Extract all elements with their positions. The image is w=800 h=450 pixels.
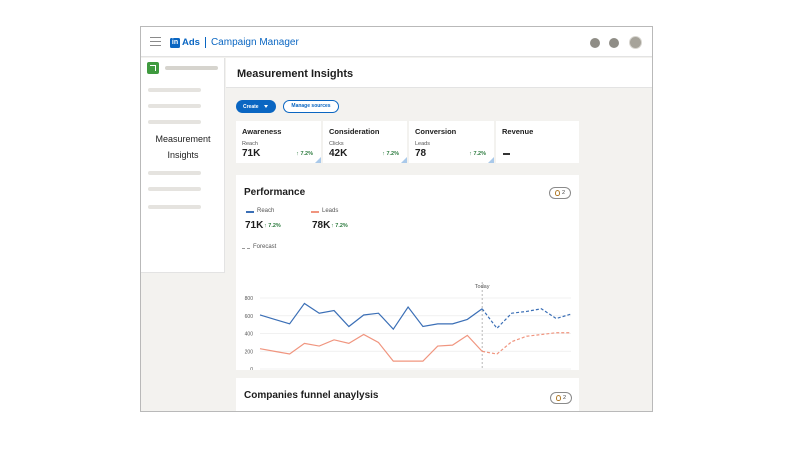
apps-icon[interactable] bbox=[609, 38, 619, 48]
brand-divider bbox=[204, 37, 206, 48]
page-header: Measurement Insights bbox=[226, 58, 652, 88]
kpi-empty-value bbox=[503, 153, 510, 155]
create-button-label: Create bbox=[243, 103, 259, 110]
sidebar: Measurement Insights bbox=[141, 58, 225, 273]
insight-count: 2 bbox=[561, 190, 566, 196]
sidebar-item[interactable] bbox=[148, 171, 201, 175]
sidebar-item-measurement-insights[interactable]: Measurement Insights bbox=[155, 134, 211, 160]
kpi-corner-marker bbox=[488, 157, 494, 163]
avatar[interactable] bbox=[629, 36, 642, 49]
page-title: Measurement Insights bbox=[237, 68, 354, 80]
kpi-value: 78 bbox=[415, 148, 427, 159]
kpi-value: 42K bbox=[329, 148, 348, 159]
funnel-title: Companies funnel anaylysis bbox=[244, 390, 379, 401]
kpi-delta: ↑ 7.2% bbox=[296, 151, 313, 157]
insights-button[interactable]: 2 bbox=[549, 187, 571, 199]
app-window: in Ads Campaign Manager Measurement Insi… bbox=[140, 26, 653, 412]
kpi-value: 71K bbox=[242, 148, 261, 159]
performance-title: Performance bbox=[244, 187, 306, 198]
top-bar: in Ads Campaign Manager bbox=[141, 27, 652, 57]
kpi-delta-value: 7.2% bbox=[473, 151, 486, 157]
leads-legend-value: 78K bbox=[312, 220, 331, 231]
sidebar-account-placeholder[interactable] bbox=[165, 66, 218, 70]
funnel-insight-count: 2 bbox=[562, 395, 567, 401]
kpi-title: Awareness bbox=[242, 127, 282, 136]
funnel-insights-button[interactable]: 2 bbox=[550, 392, 572, 404]
kpi-title: Conversion bbox=[415, 127, 457, 136]
kpi-card-conversion[interactable]: Conversion Leads 78 ↑ 7.2% bbox=[409, 121, 494, 163]
reach-legend-label[interactable]: Reach bbox=[257, 208, 275, 214]
reach-legend-value: 71K bbox=[245, 220, 264, 231]
y-tick-label: 400 bbox=[245, 332, 254, 338]
leads-series-line bbox=[259, 333, 483, 362]
kpi-metric: Reach bbox=[242, 141, 258, 147]
kpi-card-awareness[interactable]: Awareness Reach 71K ↑ 7.2% bbox=[236, 121, 321, 163]
performance-card: Performance 2 Reach 71K ↑ 7.2% Leads 78K… bbox=[236, 175, 579, 370]
kpi-corner-marker bbox=[315, 157, 321, 163]
sidebar-item[interactable] bbox=[148, 187, 201, 191]
today-label: Today bbox=[475, 284, 490, 290]
leads-legend-label[interactable]: Leads bbox=[322, 208, 339, 214]
kpi-metric: Leads bbox=[415, 141, 430, 147]
leads-legend-delta: ↑ 7.2% bbox=[331, 223, 348, 229]
reach-forecast-line bbox=[481, 308, 572, 330]
kpi-title: Revenue bbox=[502, 127, 534, 136]
kpi-metric: Clicks bbox=[329, 141, 344, 147]
chevron-down-icon bbox=[263, 105, 268, 108]
linkedin-icon: in bbox=[170, 37, 180, 48]
leads-forecast-line bbox=[482, 332, 571, 355]
kpi-card-consideration[interactable]: Consideration Clicks 42K ↑ 7.2% bbox=[323, 121, 407, 163]
y-tick-label: 600 bbox=[245, 314, 254, 320]
create-button[interactable]: Create bbox=[236, 100, 276, 113]
y-tick-label: 0 bbox=[250, 367, 253, 370]
leads-delta-value: 7.2% bbox=[335, 223, 348, 229]
forecast-legend-swatch bbox=[242, 248, 250, 249]
kpi-delta: ↑ 7.2% bbox=[469, 151, 486, 157]
menu-icon[interactable] bbox=[150, 37, 161, 46]
app-title: Campaign Manager bbox=[210, 37, 299, 48]
kpi-card-revenue[interactable]: Revenue bbox=[496, 121, 579, 163]
reach-delta-value: 7.2% bbox=[268, 223, 281, 229]
brand-ads: Ads bbox=[182, 37, 200, 48]
sidebar-item[interactable] bbox=[148, 104, 201, 108]
lightbulb-icon bbox=[554, 190, 560, 196]
kpi-delta-value: 7.2% bbox=[300, 151, 313, 157]
sidebar-item[interactable] bbox=[148, 205, 201, 209]
kpi-corner-marker bbox=[401, 157, 407, 163]
reach-legend-delta: ↑ 7.2% bbox=[264, 223, 281, 229]
sidebar-item[interactable] bbox=[148, 88, 201, 92]
notification-icon[interactable] bbox=[590, 38, 600, 48]
brand-logo[interactable]: in Ads Campaign Manager bbox=[170, 36, 299, 49]
y-tick-label: 800 bbox=[245, 296, 254, 302]
reach-series-line bbox=[259, 302, 483, 331]
kpi-title: Consideration bbox=[329, 127, 380, 136]
y-tick-label: 200 bbox=[245, 349, 254, 355]
sidebar-item[interactable] bbox=[148, 120, 201, 124]
leads-legend-swatch bbox=[311, 211, 319, 213]
funnel-card: Companies funnel anaylysis 2 bbox=[236, 378, 579, 411]
kpi-delta: ↑ 7.2% bbox=[382, 151, 399, 157]
lightbulb-icon bbox=[555, 395, 561, 401]
manage-sources-button[interactable]: Manage sources bbox=[283, 100, 339, 113]
forecast-legend-label: Forecast bbox=[253, 244, 277, 250]
performance-chart: 0200400600800Aug 31Sep 6Sep 20Oct 4Oct 1… bbox=[245, 282, 572, 370]
reach-legend-swatch bbox=[246, 211, 254, 213]
kpi-delta-value: 7.2% bbox=[386, 151, 399, 157]
account-icon[interactable] bbox=[147, 62, 159, 74]
